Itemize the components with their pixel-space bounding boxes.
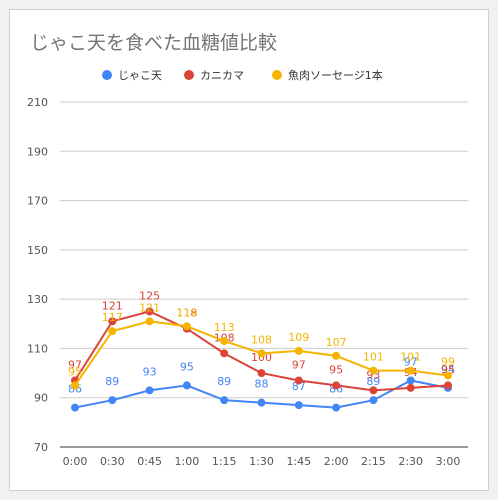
data-point[interactable]: [108, 327, 117, 336]
data-point[interactable]: [332, 403, 341, 412]
data-label: 118: [176, 307, 197, 320]
y-tick-label: 150: [27, 244, 48, 257]
data-label: 97: [404, 355, 418, 368]
series-0: 8689939589888786899794: [68, 355, 455, 412]
x-tick-label: 2:00: [324, 455, 349, 468]
data-label: 97: [292, 358, 306, 371]
data-point[interactable]: [444, 381, 452, 390]
data-label: 88: [255, 378, 269, 391]
data-point[interactable]: [145, 307, 154, 316]
data-point[interactable]: [369, 386, 378, 395]
data-label: 99: [441, 356, 455, 369]
data-point[interactable]: [257, 398, 266, 407]
data-label: 101: [363, 351, 384, 364]
data-label: 125: [139, 289, 160, 302]
data-label: 107: [326, 336, 347, 349]
data-point[interactable]: [220, 337, 229, 346]
y-tick-label: 170: [27, 195, 48, 208]
legend-item[interactable]: 魚肉ソーセージ1本: [272, 68, 383, 82]
legend-label: じゃこ天: [118, 69, 162, 82]
data-point[interactable]: [71, 381, 79, 390]
grid-lines: [60, 101, 468, 448]
data-point[interactable]: [257, 369, 266, 378]
legend: じゃこ天 カニカマ 魚肉ソーセージ1本: [102, 68, 383, 82]
series-group: 8689939589888786899794971211251181081009…: [68, 289, 455, 412]
data-label: 94: [441, 363, 455, 376]
x-tick-label: 2:30: [398, 455, 423, 468]
x-tick-label: 0:30: [100, 455, 125, 468]
data-point[interactable]: [71, 403, 79, 412]
legend-label: 魚肉ソーセージ1本: [288, 68, 383, 82]
y-tick-label: 130: [27, 293, 48, 306]
data-label: 100: [251, 351, 272, 364]
data-label: 108: [251, 333, 272, 346]
data-label: 89: [217, 375, 231, 388]
data-label: 95: [180, 360, 194, 373]
x-tick-label: 0:00: [63, 455, 88, 468]
data-point[interactable]: [257, 349, 266, 358]
data-label: 87: [292, 380, 306, 393]
data-point[interactable]: [406, 383, 415, 392]
x-tick-label: 1:00: [175, 455, 200, 468]
data-point[interactable]: [108, 317, 117, 326]
data-label: 95: [441, 363, 455, 376]
data-point[interactable]: [294, 346, 303, 355]
legend-item[interactable]: じゃこ天: [102, 69, 162, 82]
data-label: 117: [102, 311, 123, 324]
data-point[interactable]: [369, 396, 378, 405]
data-point[interactable]: [406, 376, 415, 385]
legend-marker: [102, 70, 112, 80]
data-point[interactable]: [332, 381, 341, 390]
data-point[interactable]: [145, 317, 154, 326]
data-label: 121: [102, 299, 123, 312]
legend-item[interactable]: カニカマ: [184, 69, 244, 82]
y-tick-label: 210: [27, 96, 48, 109]
y-tick-label: 70: [34, 441, 48, 454]
x-tick-label: 0:45: [137, 455, 162, 468]
data-point[interactable]: [369, 366, 378, 375]
legend-marker: [272, 70, 282, 80]
x-tick-label: 3:00: [436, 455, 461, 468]
y-tick-label: 110: [27, 342, 48, 355]
y-tick-label: 90: [34, 392, 48, 405]
x-tick-label: 2:15: [361, 455, 386, 468]
legend-marker: [184, 70, 194, 80]
data-label: 97: [68, 358, 82, 371]
data-label: 95: [329, 363, 343, 376]
data-point[interactable]: [332, 351, 341, 360]
legend-label: カニカマ: [200, 69, 244, 82]
data-point[interactable]: [182, 381, 191, 390]
data-label: 113: [214, 321, 235, 334]
x-tick-label: 1:15: [212, 455, 237, 468]
data-point[interactable]: [108, 396, 117, 405]
data-label: 121: [139, 301, 160, 314]
data-point[interactable]: [145, 386, 154, 395]
data-label: 89: [366, 375, 380, 388]
y-axis: 70 90 110 130 150 170 190 210: [27, 96, 48, 454]
data-point[interactable]: [220, 349, 229, 358]
data-label: 89: [105, 375, 119, 388]
data-label: 109: [288, 331, 309, 344]
x-tick-label: 1:45: [286, 455, 311, 468]
series-1: 971211251181081009795939495: [68, 289, 455, 395]
x-axis: 0:00 0:30 0:45 1:00 1:15 1:30 1:45 2:00 2:15 2:30…: [63, 455, 461, 468]
data-point[interactable]: [294, 401, 303, 410]
chart-title: じゃこ天を食べた血糖値比較: [30, 32, 278, 54]
data-label: 95: [68, 365, 82, 378]
data-point[interactable]: [182, 322, 191, 331]
data-label: 119: [176, 306, 197, 319]
data-point[interactable]: [220, 396, 229, 405]
data-point[interactable]: [406, 366, 415, 375]
y-tick-label: 190: [27, 145, 48, 158]
data-label: 101: [400, 351, 421, 364]
data-point[interactable]: [444, 371, 452, 380]
data-label: 93: [143, 365, 157, 378]
data-point[interactable]: [294, 376, 303, 385]
x-tick-label: 1:30: [249, 455, 274, 468]
